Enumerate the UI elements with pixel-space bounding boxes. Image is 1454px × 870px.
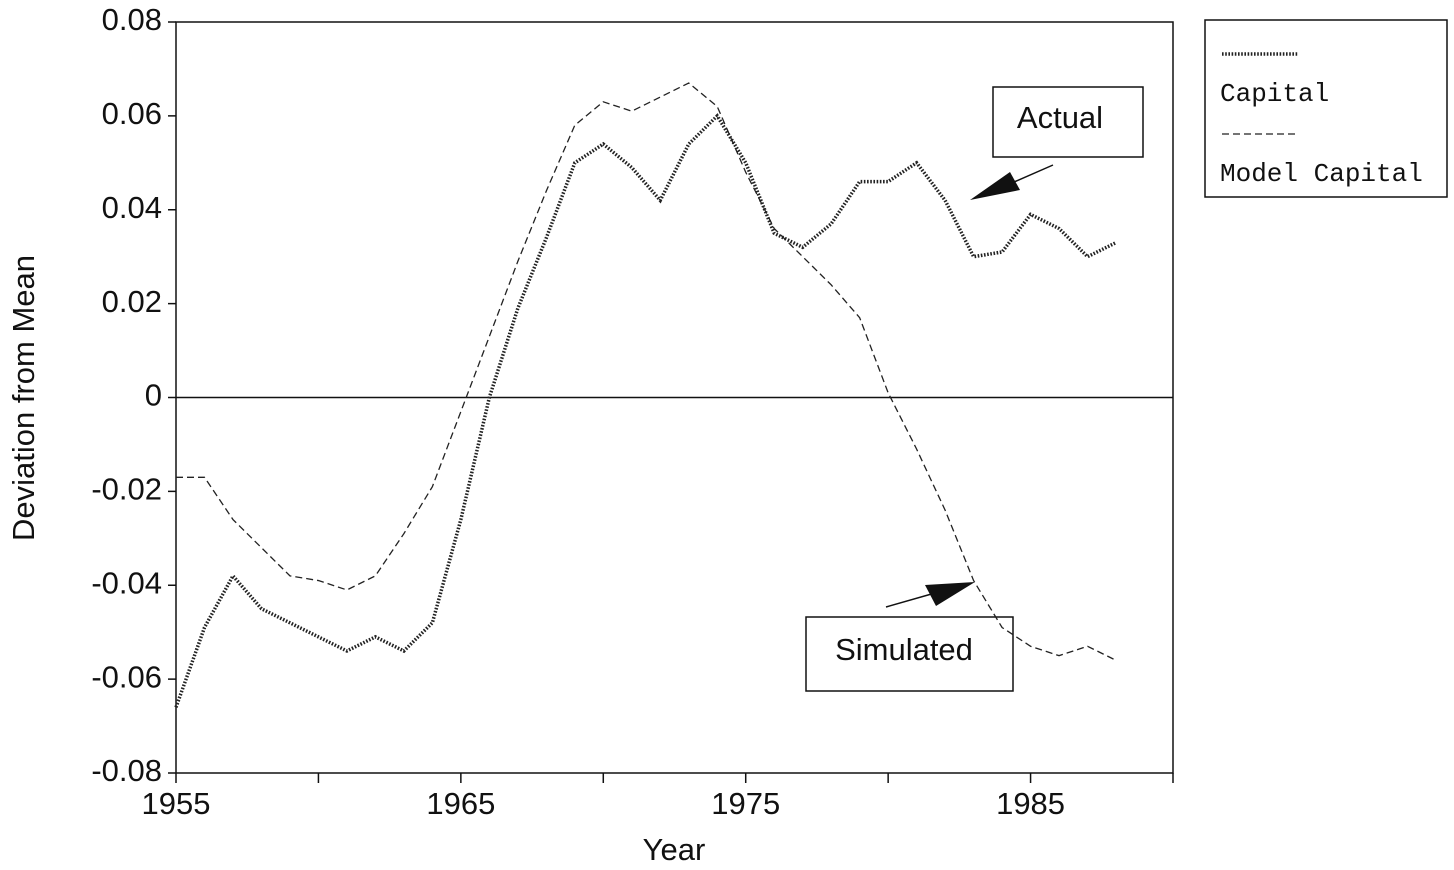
annotation-box	[805, 616, 1014, 692]
arrow-shaft	[885, 592, 936, 608]
annotation-simulated: Simulated	[805, 582, 1014, 692]
annotation-box	[992, 86, 1144, 158]
annotation: Simulated	[835, 632, 973, 667]
y-tick-label: -0.08	[91, 753, 162, 788]
legend-label: Capital	[1220, 79, 1329, 109]
y-tick-label: -0.02	[91, 472, 162, 507]
line-series	[176, 82, 1117, 661]
y-tick-label: 0	[145, 378, 162, 413]
arrow-head	[970, 172, 1020, 200]
x-axis-label: Year	[643, 832, 706, 867]
x-tick-label: 1965	[426, 786, 495, 821]
y-tick-label: 0.04	[102, 190, 162, 225]
y-tick-label: 0.02	[102, 284, 162, 319]
y-tick-label: 0.06	[102, 96, 162, 131]
arrow-head	[925, 582, 975, 606]
y-tick-label: -0.06	[91, 659, 162, 694]
x-tick-label: 1985	[996, 786, 1065, 821]
y-tick-label: 0.08	[102, 2, 162, 37]
x-tick-label: 1975	[711, 786, 780, 821]
annotation: Actual	[1017, 100, 1103, 135]
y-tick-label: -0.04	[91, 565, 162, 600]
annotation-actual: Actual	[970, 86, 1144, 200]
y-axis-label: Deviation from Mean	[6, 255, 41, 541]
x-tick-label: 1955	[142, 786, 211, 821]
legend-box	[1204, 19, 1448, 198]
line-series	[174, 113, 1117, 708]
legend-label: Model Capital	[1220, 159, 1423, 189]
